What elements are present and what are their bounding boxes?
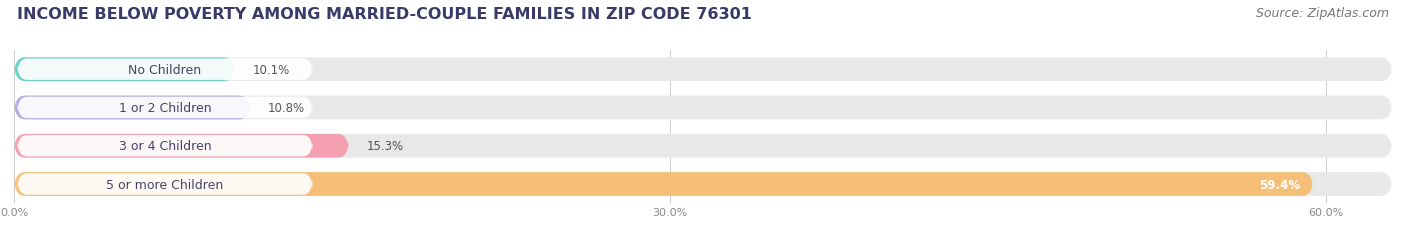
Text: 15.3%: 15.3% — [366, 140, 404, 153]
Text: 10.1%: 10.1% — [253, 63, 290, 76]
FancyBboxPatch shape — [14, 58, 235, 82]
FancyBboxPatch shape — [14, 134, 349, 158]
Text: 3 or 4 Children: 3 or 4 Children — [118, 140, 211, 153]
FancyBboxPatch shape — [17, 173, 312, 195]
Text: 1 or 2 Children: 1 or 2 Children — [118, 101, 211, 115]
FancyBboxPatch shape — [14, 58, 1392, 82]
Text: 5 or more Children: 5 or more Children — [107, 178, 224, 191]
FancyBboxPatch shape — [14, 172, 1392, 196]
Text: 10.8%: 10.8% — [267, 101, 305, 115]
Text: Source: ZipAtlas.com: Source: ZipAtlas.com — [1256, 7, 1389, 20]
Text: No Children: No Children — [128, 63, 201, 76]
FancyBboxPatch shape — [14, 96, 250, 120]
FancyBboxPatch shape — [17, 135, 312, 157]
FancyBboxPatch shape — [14, 96, 1392, 120]
Text: INCOME BELOW POVERTY AMONG MARRIED-COUPLE FAMILIES IN ZIP CODE 76301: INCOME BELOW POVERTY AMONG MARRIED-COUPL… — [17, 7, 752, 22]
FancyBboxPatch shape — [14, 134, 1392, 158]
Text: 59.4%: 59.4% — [1258, 178, 1301, 191]
FancyBboxPatch shape — [17, 59, 312, 81]
FancyBboxPatch shape — [14, 172, 1313, 196]
FancyBboxPatch shape — [17, 97, 312, 119]
